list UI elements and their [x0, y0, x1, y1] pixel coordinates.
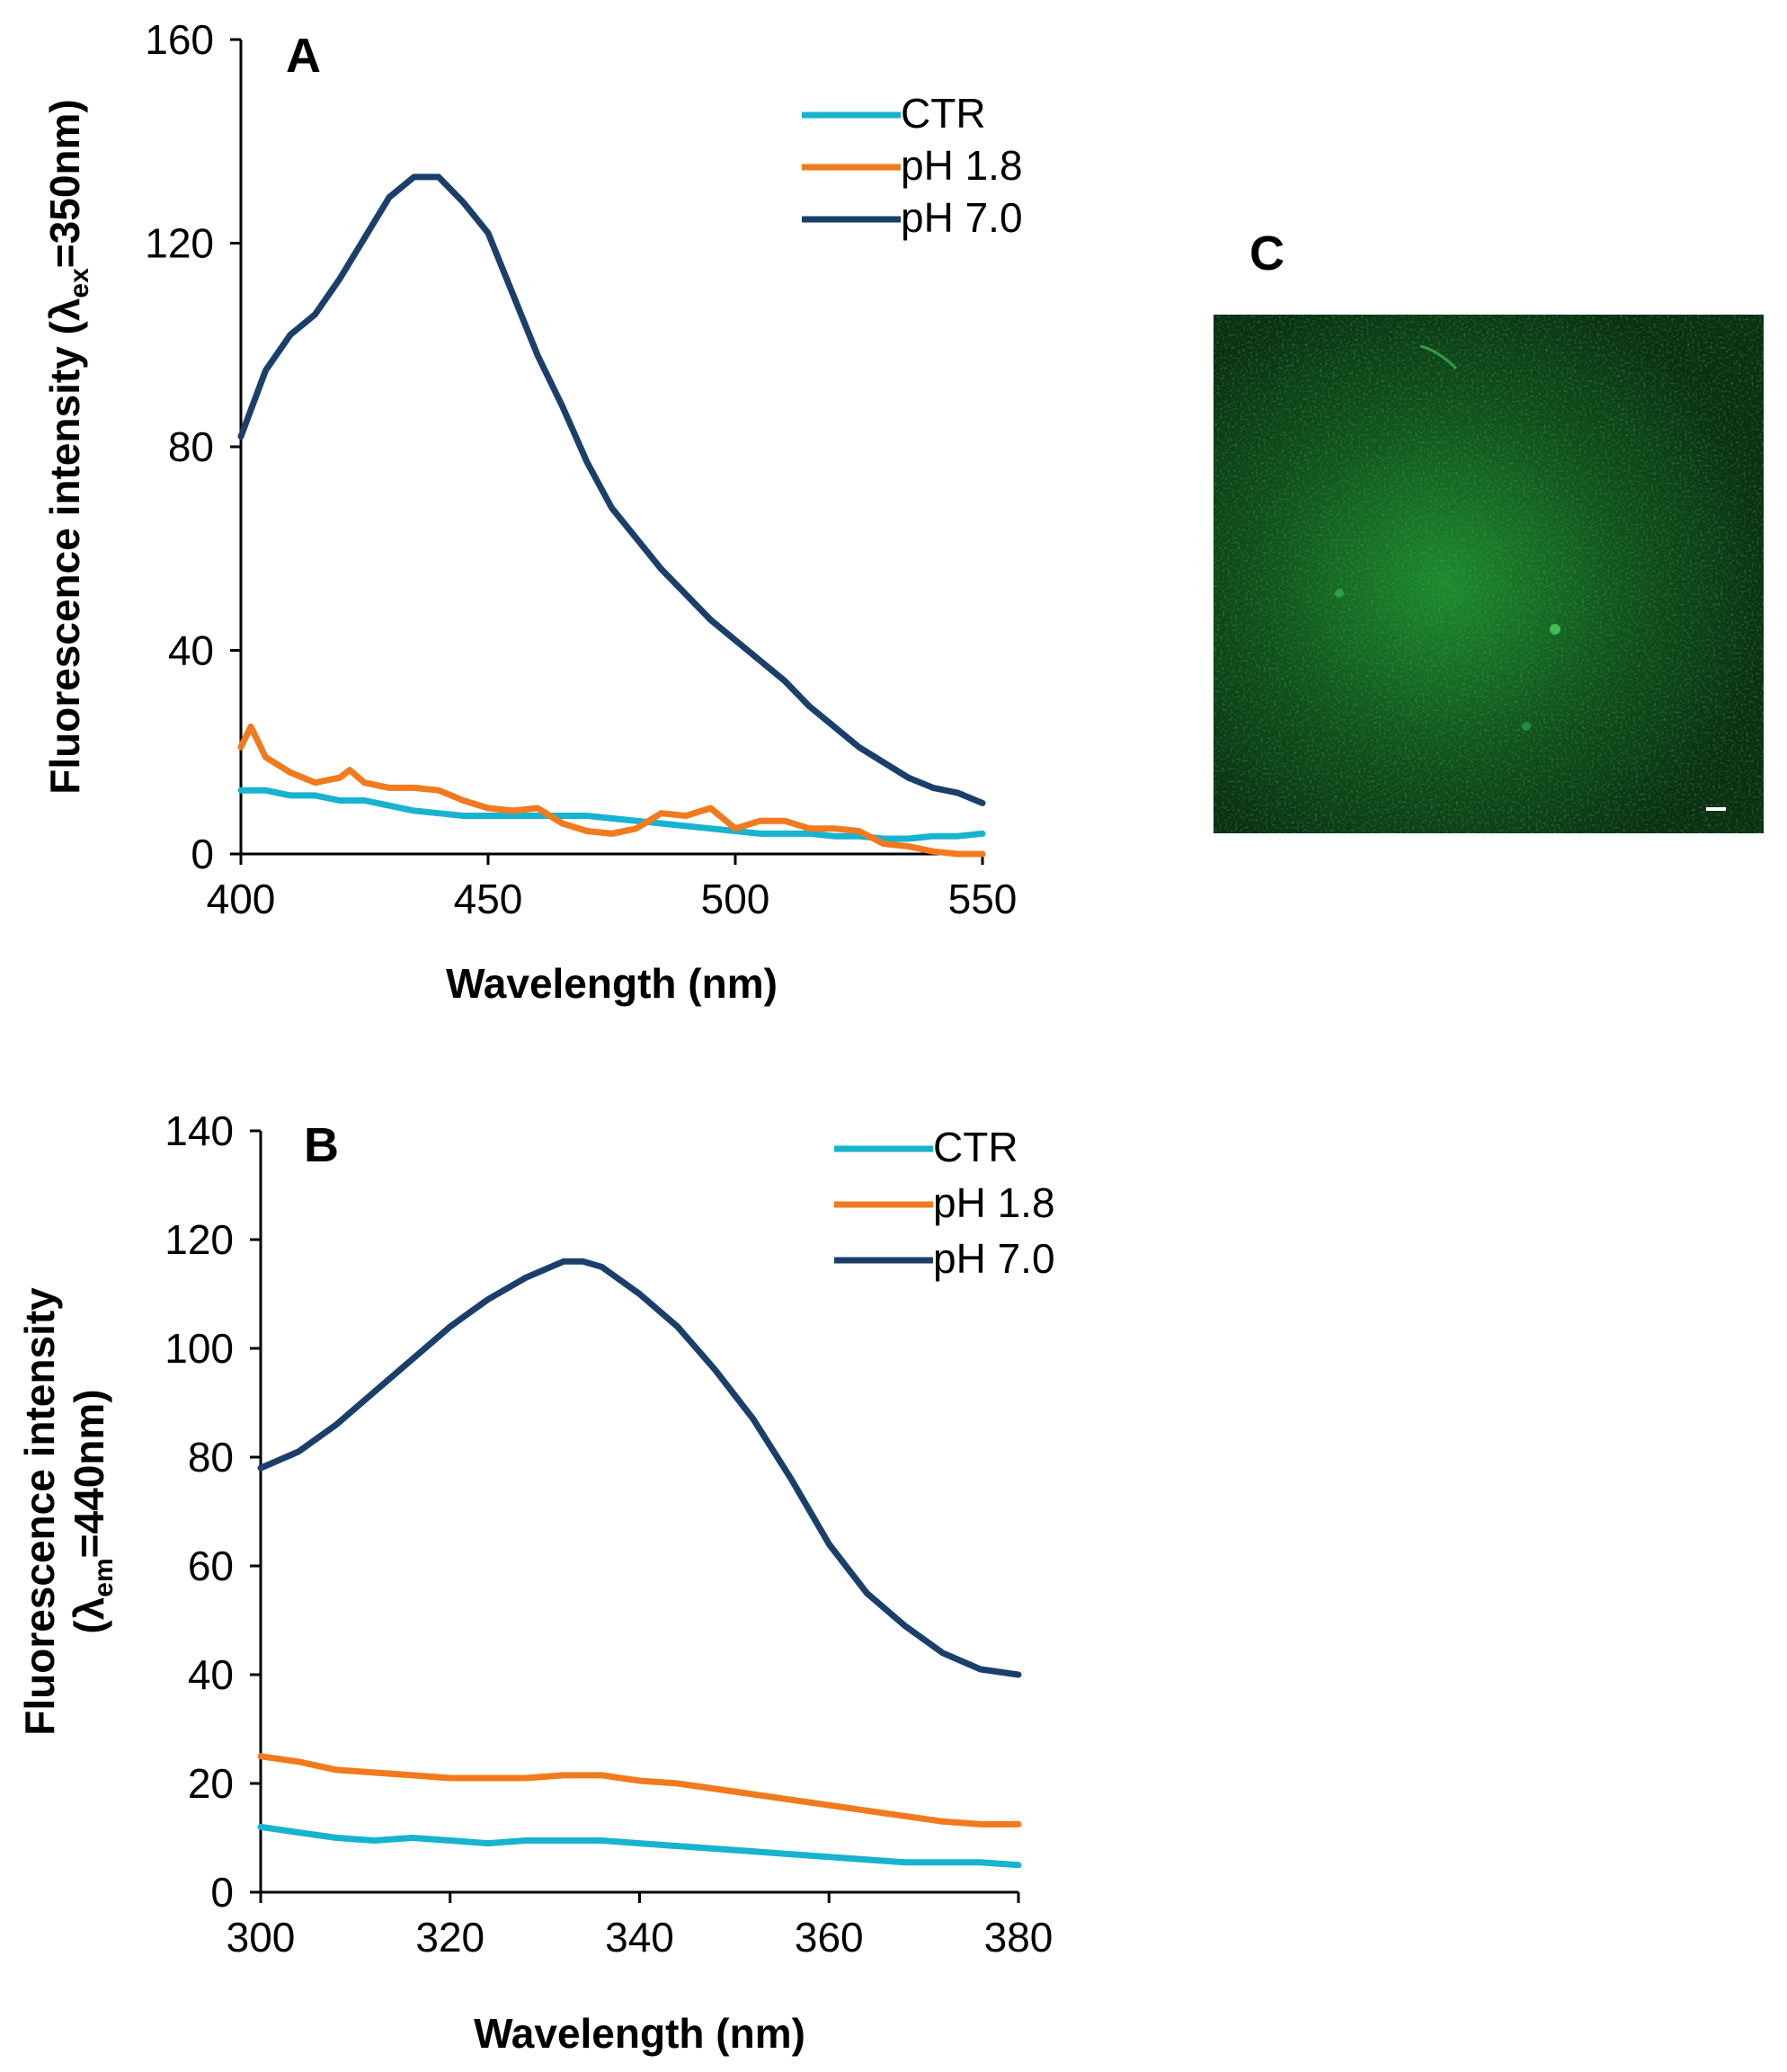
panel-b-y-tick-label: 40: [188, 1651, 234, 1698]
panel-b-series-ph-1-8: [257, 1753, 1022, 1827]
fluorescence-micrograph: [1214, 315, 1764, 833]
panel-b-y-tick-label: 80: [188, 1434, 234, 1481]
panel-a-x-tick-label: 400: [207, 876, 276, 922]
panel-b-x-tick-label: 300: [227, 1914, 296, 1961]
panel-b-x-tick-label: 320: [415, 1914, 485, 1961]
panel-a-series-ph-7-0: [237, 173, 986, 806]
panel-b-y-tick-label: 140: [164, 1107, 234, 1154]
panel-b-legend-label: pH 7.0: [933, 1235, 1055, 1282]
panel-b-label: B: [304, 1118, 339, 1172]
panel-a-legend: CTR pH 1.8 pH 7.0: [802, 90, 1023, 241]
panel-b-series-ph-7-0: [257, 1258, 1022, 1678]
panel-a-series-ph-1-8: [237, 723, 986, 858]
panel-a-x-axis-title: Wavelength (nm): [446, 960, 778, 1007]
panel-b-legend-label: pH 1.8: [933, 1179, 1055, 1226]
panel-b-x-tick-label: 360: [795, 1914, 864, 1961]
panel-a-y-tick-label: 80: [168, 423, 214, 470]
panel-b-y-tick-label: 20: [188, 1760, 234, 1807]
panel-b-legend-label: CTR: [933, 1124, 1018, 1170]
chart-panel-b: 0 20 40 60 80 100 120 140 300 320 340 360 380 Wavelen…: [16, 1107, 1055, 2057]
panel-b-legend: CTR pH 1.8 pH 7.0: [834, 1124, 1055, 1282]
panel-b-y-axis-title: (λem=440nm): [66, 1389, 119, 1633]
panel-a-y-tick-label: 160: [145, 16, 214, 63]
panel-a-y-tick-label: 0: [191, 831, 214, 877]
panel-a-y-tick-label: 40: [168, 627, 214, 674]
panel-c: C: [1214, 227, 1764, 833]
panel-a-y-axis-title: Fluorescence intensity (λex=350nm): [41, 99, 94, 795]
panel-a-label: A: [286, 29, 321, 83]
panel-b-y-tick-label: 60: [188, 1543, 234, 1589]
panel-b-y-tick-label: 120: [164, 1216, 234, 1263]
panel-a-x-tick-label: 450: [454, 876, 523, 922]
chart-panel-a: 0 40 80 120 160 400 450 500 550 Wavelength (nm) Fl…: [41, 16, 1023, 1007]
panel-b-x-axis-title: Wavelength (nm): [474, 2010, 805, 2057]
panel-b-series-ctr: [257, 1823, 1022, 1869]
panel-a-legend-label: CTR: [901, 90, 986, 137]
panel-c-label: C: [1249, 227, 1285, 280]
panel-b-y-axis-title-line1: Fluorescence intensity: [16, 1287, 63, 1736]
panel-a-series-ctr: [237, 787, 986, 842]
panel-b-y-tick-label: 100: [164, 1325, 234, 1372]
scale-bar: [1706, 807, 1726, 811]
panel-a-y-tick-label: 120: [145, 220, 214, 267]
panel-a-legend-label: pH 7.0: [901, 194, 1023, 241]
panel-a-legend-label: pH 1.8: [901, 142, 1023, 189]
panel-a-x-tick-label: 550: [948, 876, 1018, 922]
panel-a-x-tick-label: 500: [701, 876, 770, 922]
panel-b-x-tick-label: 340: [605, 1914, 674, 1961]
panel-b-y-tick-label: 0: [210, 1869, 234, 1916]
panel-b-x-tick-label: 380: [984, 1914, 1054, 1961]
